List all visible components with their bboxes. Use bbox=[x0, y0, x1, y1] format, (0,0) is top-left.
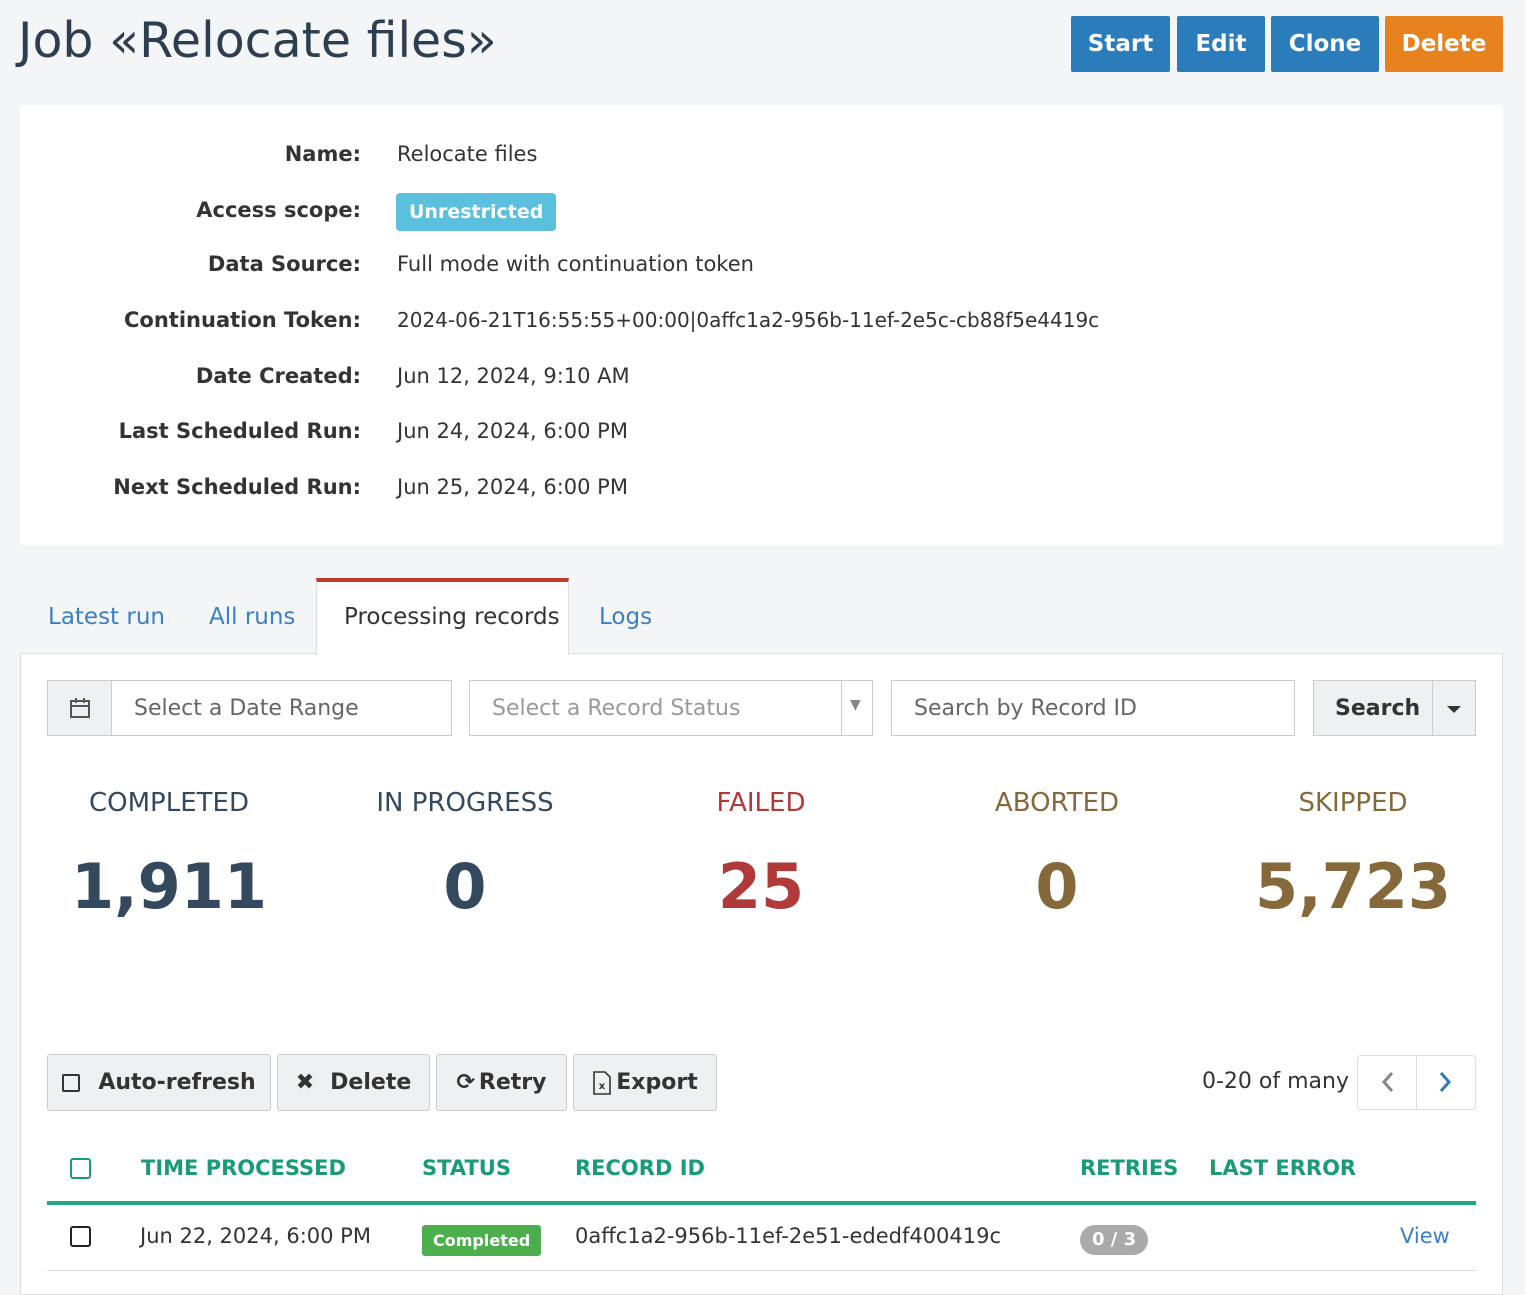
column-header: RECORD ID bbox=[575, 1156, 705, 1180]
delete-records-button[interactable]: ✖ Delete bbox=[277, 1054, 430, 1111]
status-select[interactable]: Select a Record Status bbox=[469, 680, 873, 736]
stat-label: COMPLETED bbox=[89, 788, 249, 818]
row-checkbox[interactable] bbox=[70, 1226, 91, 1247]
stat-label: SKIPPED bbox=[1298, 788, 1408, 818]
details-panel bbox=[20, 105, 1503, 545]
export-button[interactable]: x Export bbox=[573, 1054, 717, 1111]
delete-button[interactable]: Delete bbox=[1385, 16, 1503, 72]
stat-value: 0 bbox=[443, 850, 487, 923]
content-panel bbox=[20, 653, 1503, 1295]
page-title: Job «Relocate files» bbox=[18, 12, 497, 69]
auto-refresh-button[interactable]: Auto-refresh bbox=[47, 1054, 271, 1111]
detail-value: Jun 25, 2024, 6:00 PM bbox=[397, 475, 628, 499]
status-badge: Completed bbox=[422, 1225, 542, 1256]
tab[interactable]: All runs bbox=[209, 604, 296, 630]
button-label: Retry bbox=[478, 1070, 547, 1095]
scope-badge: Unrestricted bbox=[396, 193, 557, 231]
column-header: TIME PROCESSED bbox=[141, 1156, 346, 1180]
tab[interactable]: Latest run bbox=[48, 604, 165, 630]
date-input[interactable]: Select a Date Range bbox=[111, 680, 452, 736]
view-link[interactable]: View bbox=[1400, 1224, 1450, 1248]
tab[interactable]: Processing records bbox=[344, 604, 560, 630]
refresh-icon: ⟳ bbox=[456, 1070, 475, 1095]
stat-label: FAILED bbox=[716, 788, 806, 818]
record-id-cell: 0affc1a2-956b-11ef-2e51-ededf400419c bbox=[575, 1224, 1002, 1248]
search-button[interactable]: Search bbox=[1313, 680, 1476, 736]
stat-value: 0 bbox=[1035, 850, 1079, 923]
calendar-glyph bbox=[69, 698, 90, 718]
column-header: STATUS bbox=[422, 1156, 511, 1180]
clone-button[interactable]: Clone bbox=[1271, 16, 1379, 72]
time-cell: Jun 22, 2024, 6:00 PM bbox=[140, 1224, 371, 1248]
retry-button[interactable]: ⟳ Retry bbox=[436, 1054, 567, 1111]
detail-label: Access scope: bbox=[196, 198, 361, 222]
search-caret[interactable] bbox=[1446, 704, 1462, 714]
button-label: Auto-refresh bbox=[98, 1070, 256, 1095]
detail-value: Jun 24, 2024, 6:00 PM bbox=[397, 419, 628, 443]
checkbox-icon bbox=[62, 1073, 81, 1092]
detail-label: Last Scheduled Run: bbox=[118, 419, 361, 443]
tab[interactable]: Logs bbox=[599, 604, 653, 630]
pager-divider bbox=[1416, 1056, 1417, 1109]
edit-button[interactable]: Edit bbox=[1177, 16, 1265, 72]
next-page[interactable] bbox=[1437, 1071, 1453, 1093]
calendar-icon[interactable] bbox=[47, 680, 112, 736]
detail-label: Next Scheduled Run: bbox=[113, 475, 361, 499]
start-button[interactable]: Start bbox=[1071, 16, 1170, 72]
stat-value: 5,723 bbox=[1254, 850, 1452, 923]
stat-label: IN PROGRESS bbox=[376, 788, 554, 818]
row-rule bbox=[47, 1270, 1476, 1271]
detail-label: Name: bbox=[284, 142, 361, 166]
active-tab bbox=[316, 578, 569, 655]
stat-value: 25 bbox=[717, 850, 805, 923]
button-label: Export bbox=[616, 1070, 698, 1095]
header-rule bbox=[47, 1201, 1476, 1205]
button-label: Delete bbox=[330, 1070, 412, 1095]
detail-value: Relocate files bbox=[397, 142, 538, 166]
detail-value: 2024-06-21T16:55:55+00:00|0affc1a2-956b-… bbox=[397, 308, 1100, 332]
pagination-info: 0-20 of many bbox=[1202, 1069, 1349, 1094]
svg-text:x: x bbox=[599, 1081, 606, 1092]
detail-value: Jun 12, 2024, 9:10 AM bbox=[397, 364, 630, 388]
search-divider bbox=[1432, 681, 1433, 735]
select-divider bbox=[841, 681, 842, 735]
file-icon: x bbox=[593, 1070, 612, 1095]
detail-label: Date Created: bbox=[195, 364, 361, 388]
retries-badge: 0 / 3 bbox=[1080, 1225, 1149, 1255]
stat-label: ABORTED bbox=[994, 788, 1120, 818]
x-icon: ✖ bbox=[295, 1070, 315, 1095]
stat-value: 1,911 bbox=[70, 850, 268, 923]
detail-value: Full mode with continuation token bbox=[397, 252, 754, 276]
select-arrow: ▼ bbox=[850, 697, 861, 713]
prev-page[interactable] bbox=[1380, 1071, 1396, 1093]
detail-label: Data Source: bbox=[207, 252, 361, 276]
column-header: LAST ERROR bbox=[1209, 1156, 1357, 1180]
select-all-checkbox[interactable] bbox=[70, 1158, 91, 1179]
column-header: RETRIES bbox=[1080, 1156, 1179, 1180]
search-input[interactable]: Search by Record ID bbox=[891, 680, 1295, 736]
detail-label: Continuation Token: bbox=[124, 308, 361, 332]
